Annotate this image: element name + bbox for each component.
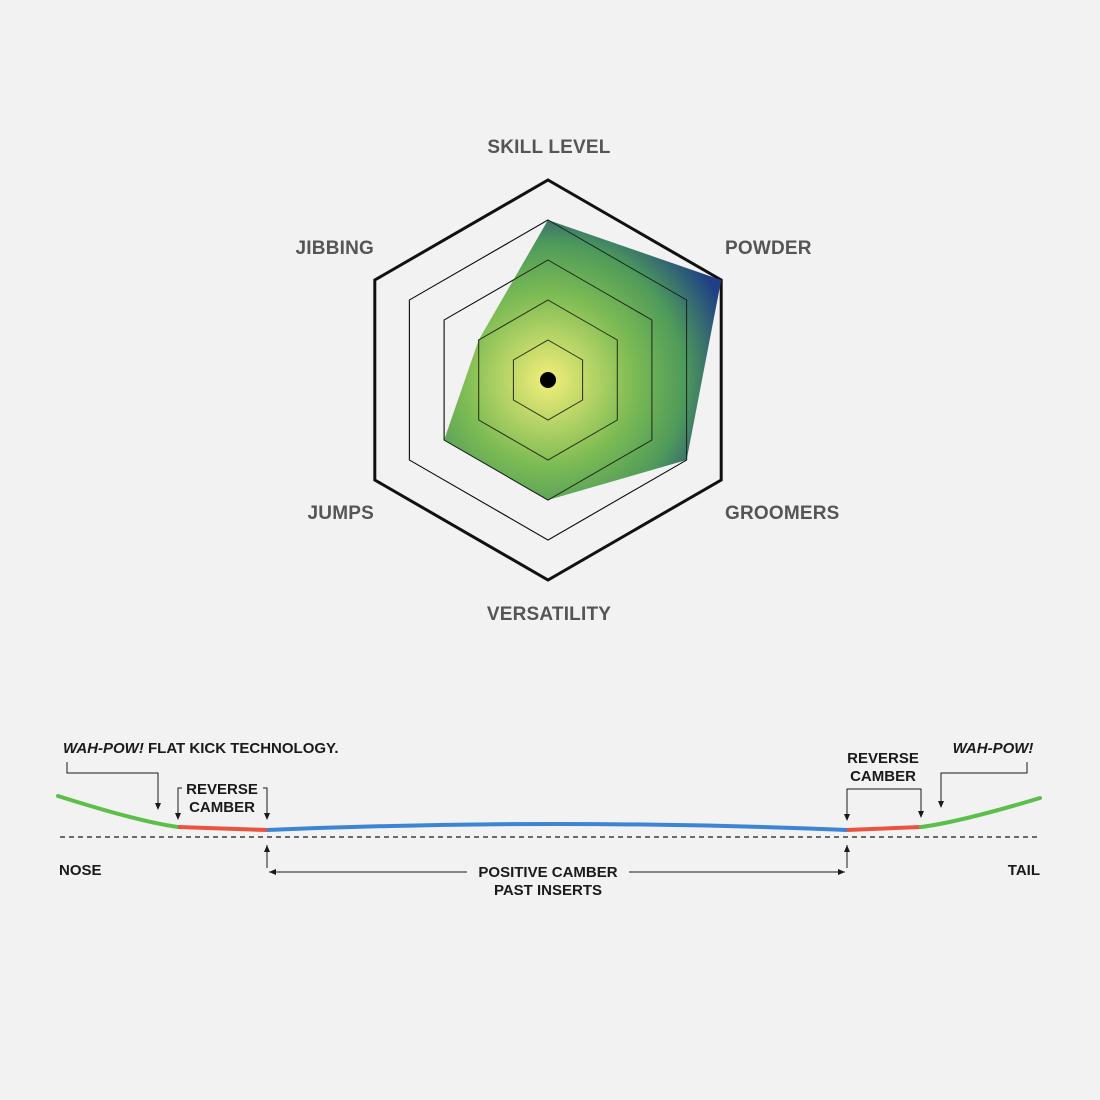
axis-label-versatility: VERSATILITY: [487, 604, 611, 625]
reverse-camber-right-arrows: [844, 811, 924, 821]
profile-tail-rocker: [919, 796, 1042, 829]
radar-ring-overlay-3: [443, 259, 653, 501]
reverse-camber-left-line2: CAMBER: [189, 799, 255, 816]
axis-label-skill-level: SKILL LEVEL: [487, 137, 610, 158]
radar-ring-overlay-2: [478, 299, 618, 461]
positive-camber-line1: POSITIVE CAMBER: [478, 864, 617, 881]
reverse-camber-right-line2: CAMBER: [850, 768, 916, 785]
positive-camber-tick-arrows: [264, 845, 850, 852]
camber-profile: WAH-POW! FLAT KICK TECHNOLOGY. REVERSE C…: [56, 740, 1042, 899]
profile-reverse-camber-left: [177, 825, 268, 832]
right-tech-pointer: [940, 762, 1028, 806]
profile-reverse-camber-right: [846, 825, 922, 832]
reverse-camber-left-bracket: [177, 787, 268, 818]
profile-nose-rocker: [56, 794, 180, 829]
axis-label-jumps: JUMPS: [308, 503, 374, 524]
axis-label-jibbing: JIBBING: [296, 238, 374, 259]
nose-label: NOSE: [59, 862, 102, 879]
profile-positive-camber: [266, 822, 848, 832]
right-tech-arrowhead: [938, 801, 944, 808]
tail-label: TAIL: [1008, 862, 1040, 879]
left-tech-arrowhead: [155, 803, 161, 810]
reverse-camber-left-line1: REVERSE: [186, 781, 258, 798]
right-tech-label: WAH-POW!: [953, 740, 1034, 757]
radar-ring-overlay-1: [512, 339, 584, 421]
left-tech-label: WAH-POW! FLAT KICK TECHNOLOGY.: [63, 740, 339, 757]
axis-label-powder: POWDER: [725, 238, 812, 259]
radar-ring-overlay-4: [408, 219, 688, 541]
reverse-camber-right-line1: REVERSE: [847, 750, 919, 767]
radar-chart: SKILL LEVEL POWDER GROOMERS VERSATILITY …: [296, 137, 840, 625]
left-tech-pointer: [66, 762, 159, 808]
radar-rings-overlay: [408, 219, 688, 541]
positive-camber-line2: PAST INSERTS: [494, 882, 602, 899]
radar-center-dot: [540, 372, 556, 388]
reverse-camber-right-bracket: [846, 788, 922, 819]
axis-label-groomers: GROOMERS: [725, 503, 840, 524]
